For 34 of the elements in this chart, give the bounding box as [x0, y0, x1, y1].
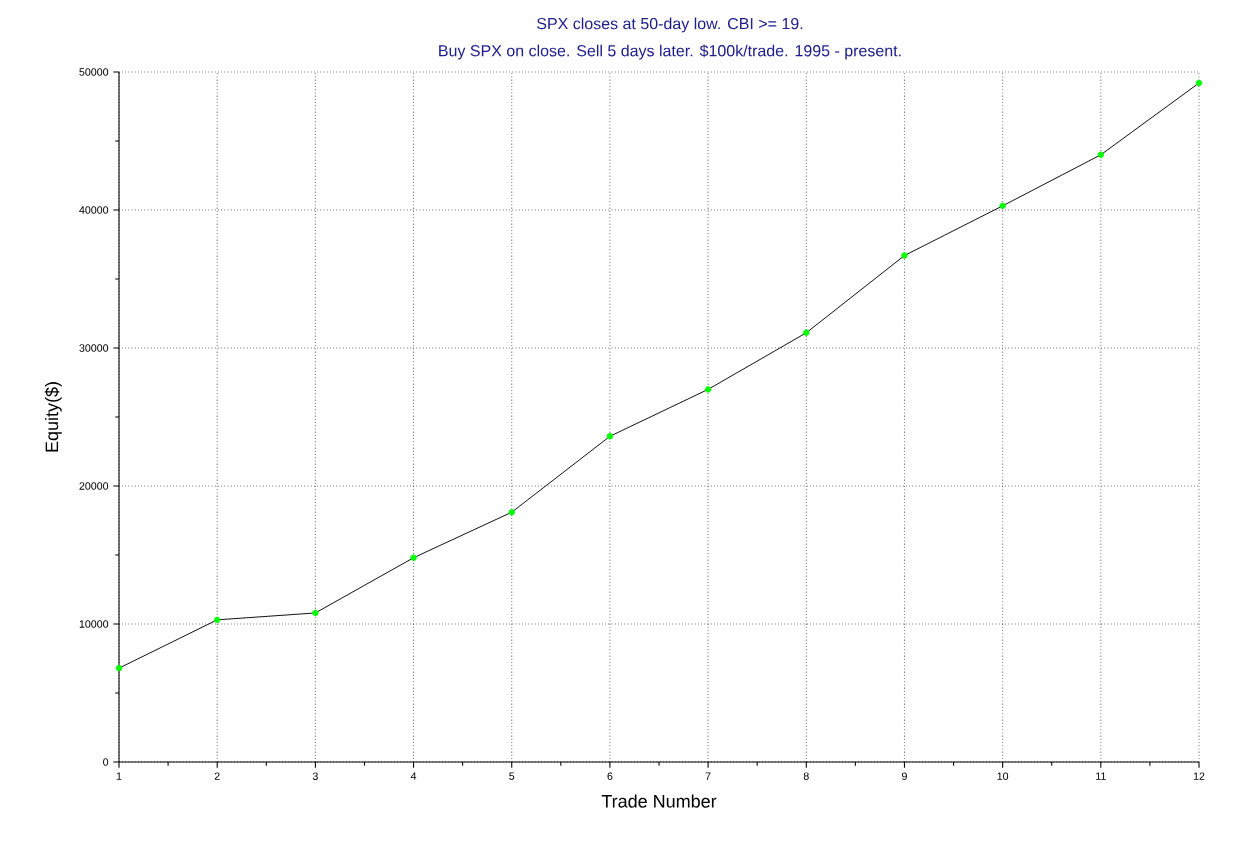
y-tick-label: 10000 — [79, 620, 109, 628]
y-axis-title: Equity($) — [44, 382, 62, 452]
x-tick-label: 11 — [1096, 772, 1106, 780]
x-tick-label: 5 — [509, 772, 515, 780]
point — [606, 433, 614, 440]
x-tick-label: 12 — [1193, 772, 1205, 780]
point — [1097, 151, 1105, 158]
point — [213, 616, 221, 624]
point — [803, 329, 810, 337]
x-tick-label: 1 — [116, 772, 122, 780]
y-tick-label: 0 — [103, 758, 109, 766]
y-tick-label: 20000 — [79, 482, 109, 490]
x-tick-label: 3 — [312, 772, 318, 780]
x-tick-label: 6 — [607, 772, 613, 780]
y-tick-label: 30000 — [79, 344, 109, 352]
point — [312, 609, 319, 617]
point — [999, 202, 1006, 210]
x-tick-label: 10 — [997, 772, 1009, 780]
x-axis-title: Trade Number — [601, 794, 717, 808]
x-tick-label: 4 — [410, 772, 417, 780]
y-tick-label: 50000 — [79, 68, 109, 76]
y-tick-label: 40000 — [79, 206, 109, 214]
chart-subtitle: Buy SPX on close. Sell 5 days later. $100k/trade. 1995 - present. — [439, 44, 901, 60]
x-tick-label: 8 — [803, 772, 809, 780]
x-tick-label: 9 — [902, 772, 907, 780]
point — [704, 386, 712, 393]
point — [115, 664, 123, 672]
point — [508, 509, 515, 516]
point — [410, 554, 417, 561]
point — [901, 252, 908, 259]
x-tick-label: 7 — [705, 772, 711, 780]
x-tick-label: 2 — [214, 772, 220, 780]
point — [1195, 79, 1203, 87]
chart-title: SPX closes at 50-day low. CBI >= 19. — [537, 17, 803, 33]
